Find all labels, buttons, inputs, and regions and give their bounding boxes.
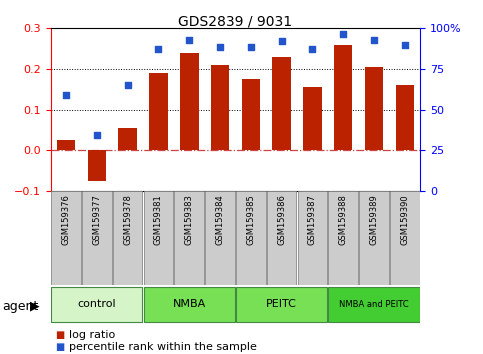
Text: GSM159383: GSM159383: [185, 194, 194, 245]
Text: agent: agent: [2, 300, 39, 313]
Point: [124, 82, 131, 88]
Point: [185, 37, 193, 42]
Text: GSM159385: GSM159385: [246, 194, 256, 245]
Bar: [396, 85, 414, 150]
Bar: [359, 191, 389, 285]
Point: [370, 37, 378, 42]
Bar: [328, 191, 358, 285]
Text: GSM159387: GSM159387: [308, 194, 317, 245]
Text: GSM159384: GSM159384: [215, 194, 225, 245]
Bar: [272, 57, 291, 150]
Bar: [242, 79, 260, 150]
Bar: [267, 191, 297, 285]
Text: control: control: [78, 299, 116, 309]
Text: GSM159377: GSM159377: [92, 194, 101, 245]
Bar: [57, 140, 75, 150]
Bar: [365, 67, 384, 150]
Point: [309, 47, 316, 52]
Bar: [205, 191, 235, 285]
Text: GSM159386: GSM159386: [277, 194, 286, 245]
Text: ▶: ▶: [30, 300, 40, 313]
Bar: [144, 191, 173, 285]
Bar: [211, 65, 229, 150]
Point: [155, 47, 162, 52]
Bar: [51, 191, 81, 285]
Point: [401, 42, 409, 48]
Bar: [390, 191, 420, 285]
Bar: [236, 191, 266, 285]
Bar: [174, 191, 204, 285]
Text: GSM159389: GSM159389: [369, 194, 379, 245]
Text: GSM159376: GSM159376: [62, 194, 71, 245]
Text: GDS2839 / 9031: GDS2839 / 9031: [178, 14, 293, 28]
Bar: [328, 287, 420, 322]
Text: ■: ■: [56, 330, 65, 339]
Point: [216, 44, 224, 50]
Point: [278, 39, 285, 44]
Point: [340, 32, 347, 37]
Bar: [236, 287, 327, 322]
Text: NMBA and PEITC: NMBA and PEITC: [339, 300, 409, 309]
Point: [247, 44, 255, 50]
Text: GSM159378: GSM159378: [123, 194, 132, 245]
Bar: [180, 53, 199, 150]
Text: NMBA: NMBA: [172, 299, 206, 309]
Bar: [118, 128, 137, 150]
Text: log ratio: log ratio: [69, 330, 115, 339]
Text: percentile rank within the sample: percentile rank within the sample: [69, 342, 257, 352]
Text: PEITC: PEITC: [266, 299, 297, 309]
Text: GSM159388: GSM159388: [339, 194, 348, 245]
Bar: [298, 191, 327, 285]
Bar: [334, 45, 353, 150]
Text: ■: ■: [56, 342, 65, 352]
Text: GSM159390: GSM159390: [400, 194, 409, 245]
Text: GSM159381: GSM159381: [154, 194, 163, 245]
Bar: [144, 287, 235, 322]
Bar: [51, 287, 142, 322]
Point: [62, 93, 70, 98]
Point: [93, 132, 101, 138]
Bar: [82, 191, 112, 285]
Bar: [88, 150, 106, 181]
Bar: [303, 87, 322, 150]
Bar: [149, 73, 168, 150]
Bar: [113, 191, 142, 285]
